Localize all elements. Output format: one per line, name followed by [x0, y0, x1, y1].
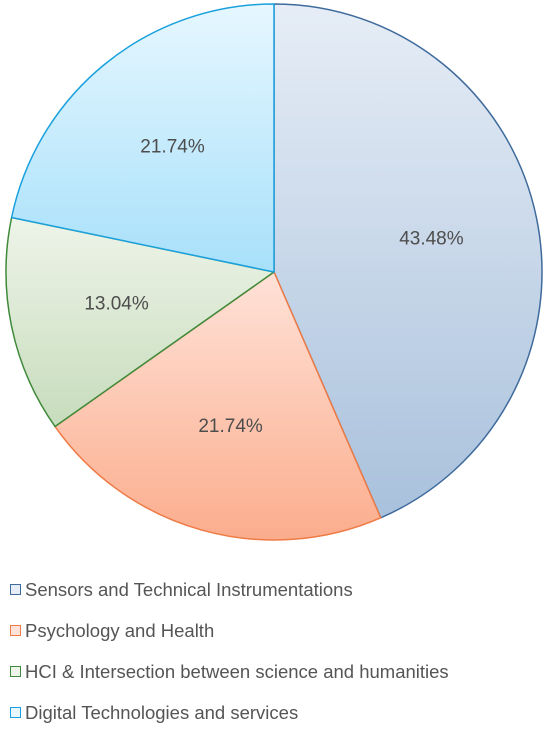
slice-label-psychology-and-health: 21.74%: [198, 416, 263, 437]
slice-label-hci-and-intersection-between-science-and-humanities: 13.04%: [84, 294, 149, 315]
pie-chart: 43.48% 21.74% 13.04% 21.74%: [5, 3, 543, 541]
legend-item-hci-and-intersection-between-science-and-humanities: HCI & Intersection between science and h…: [10, 651, 449, 692]
legend-swatch-icon: [10, 707, 21, 718]
legend-item-sensors-and-technical-instrumentations: Sensors and Technical Instrumentations: [10, 569, 449, 610]
legend: Sensors and Technical Instrumentations Ps…: [10, 569, 449, 733]
pie-slice-digital-technologies-and-services: [10, 3, 275, 273]
legend-label: Psychology and Health: [25, 619, 215, 641]
pie-slice-psychology-and-health: [54, 271, 382, 541]
legend-item-digital-technologies-and-services: Digital Technologies and services: [10, 692, 449, 733]
legend-swatch-icon: [10, 625, 21, 636]
legend-item-psychology-and-health: Psychology and Health: [10, 610, 449, 651]
legend-label: Digital Technologies and services: [25, 701, 299, 723]
pie-slice-sensors-and-technical-instrumentations: [273, 3, 543, 519]
slice-label-sensors-and-technical-instrumentations: 43.48%: [399, 228, 464, 249]
legend-swatch-icon: [10, 666, 21, 677]
legend-label: Sensors and Technical Instrumentations: [25, 578, 353, 600]
pie-slice-hci-and-intersection-between-science-and-humanities: [5, 216, 275, 428]
legend-swatch-icon: [10, 584, 21, 595]
legend-label: HCI & Intersection between science and h…: [25, 660, 449, 682]
slice-label-digital-technologies-and-services: 21.74%: [140, 136, 205, 157]
